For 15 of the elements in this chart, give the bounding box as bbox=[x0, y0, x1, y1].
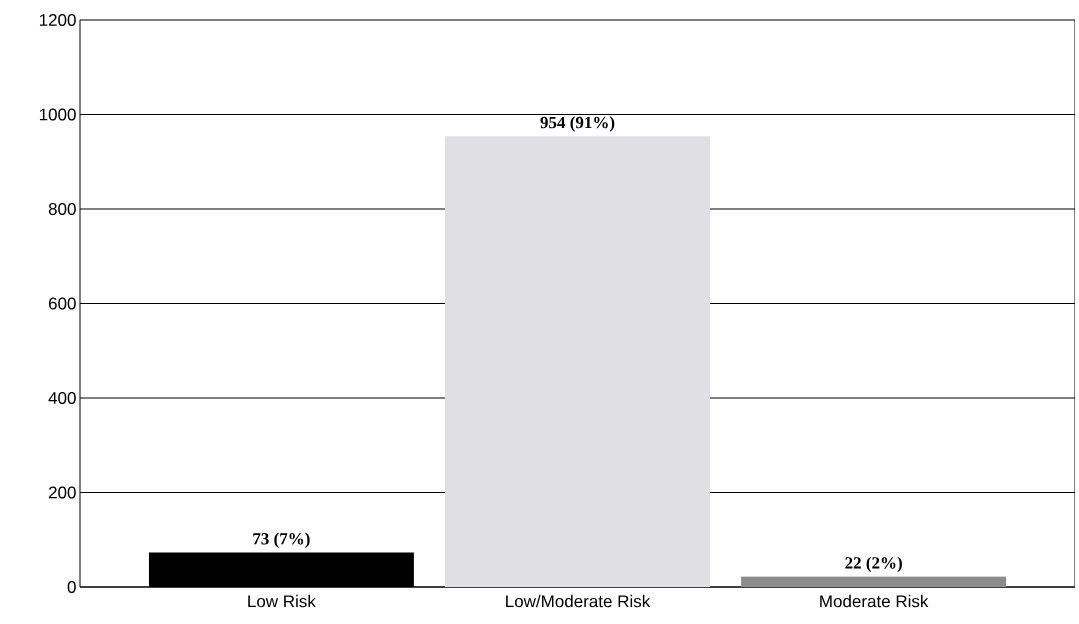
y-tick-label: 1200 bbox=[39, 13, 76, 27]
y-tick-label: 200 bbox=[48, 486, 76, 499]
y-tick-label: 400 bbox=[48, 391, 76, 405]
x-tick-label: Low Risk bbox=[248, 594, 316, 608]
data-label: 22 (2%) bbox=[845, 556, 902, 573]
bar bbox=[444, 136, 711, 587]
x-tick-label: Moderate Risk bbox=[820, 594, 929, 608]
y-tick-label: 1000 bbox=[39, 108, 76, 121]
y-tick-label: 800 bbox=[48, 202, 76, 216]
x-tick-label: Low/Moderate Risk bbox=[506, 594, 651, 608]
y-tick-label: 0 bbox=[67, 580, 76, 594]
data-label: 954 (91%) bbox=[540, 116, 615, 132]
data-label: 73 (7%) bbox=[253, 532, 310, 548]
bar bbox=[741, 576, 1007, 587]
y-tick-label: 600 bbox=[48, 297, 76, 310]
